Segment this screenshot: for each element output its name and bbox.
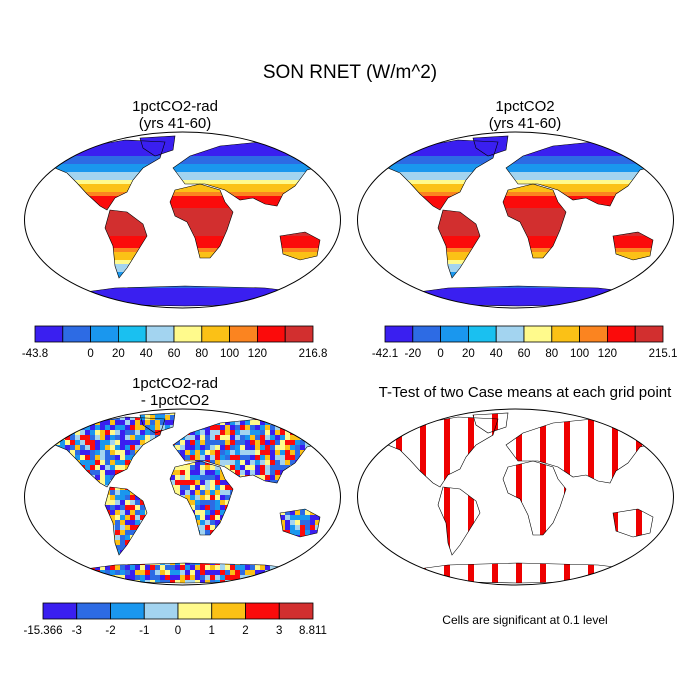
colorbar-tick-label: 40: [140, 348, 153, 360]
colorbar-tick-label: 0: [175, 625, 181, 637]
colorbar-tick-label: 60: [168, 348, 181, 360]
colorbar-swatch: [523, 325, 553, 343]
colorbar-swatch: [201, 325, 231, 343]
colorbar-swatch: [245, 602, 280, 620]
colorbar-swatch: [256, 325, 286, 343]
colorbar-swatch: [145, 325, 175, 343]
colorbar-swatch: [579, 325, 608, 343]
colorbar-tick-label: -15.366: [23, 625, 62, 637]
colorbar-tick-label: 216.8: [299, 348, 328, 360]
colorbar-tick-label: 20: [462, 348, 475, 360]
colorbar-swatch: [34, 325, 64, 343]
panel-4-title: T-Test of two Case means at each grid po…: [378, 384, 672, 401]
colorbar-3: -15.366 -3 -2 -1 0 1 2 3 8.811: [23, 602, 327, 637]
panel-2-title-line1: 1pctCO2: [495, 98, 555, 115]
colorbar-tick-label: 60: [518, 348, 531, 360]
colorbar-tick-label: 80: [545, 348, 558, 360]
colorbar-swatch: [42, 602, 78, 620]
colorbar-swatch: [551, 325, 581, 343]
colorbar-1: -43.8 0 20 40 60 80 100 120 216.8: [22, 325, 328, 360]
map-panel-1: [23, 131, 342, 309]
colorbar-swatch: [62, 325, 91, 343]
colorbar-swatch: [229, 325, 258, 343]
colorbar-swatch: [143, 602, 179, 620]
colorbar-tick-label: -42.1: [372, 348, 398, 360]
colorbar-tick-label: 3: [276, 625, 282, 637]
colorbar-tick-label: 1: [209, 625, 215, 637]
colorbar-tick-label: -43.8: [22, 348, 48, 360]
figure-title: SON RNET (W/m^2): [262, 62, 438, 83]
colorbar-swatch: [284, 325, 314, 343]
panel-2-title: 1pctCO2 (yrs 41-60): [375, 98, 675, 132]
colorbar-swatch: [211, 602, 246, 620]
map-panel-2: [356, 131, 675, 309]
colorbar-tick-label: 100: [220, 348, 239, 360]
panel-1-title: 1pctCO2-rad (yrs 41-60): [25, 98, 325, 132]
map-panel-3: [23, 408, 342, 586]
colorbar-2: -42.1 -20 0 20 40 60 80 100 120 215.1: [372, 325, 678, 360]
colorbar-tick-label: 0: [87, 348, 93, 360]
colorbar-tick-label: -3: [72, 625, 82, 637]
colorbar-swatch: [177, 602, 213, 620]
colorbar-swatch: [173, 325, 203, 343]
colorbar-swatch: [278, 602, 314, 620]
significance-note: Cells are significant at 0.1 level: [442, 613, 608, 627]
colorbar-tick-label: 2: [242, 625, 248, 637]
colorbar-tick-label: 80: [195, 348, 208, 360]
colorbar-tick-label: -2: [105, 625, 115, 637]
panel-3-title: 1pctCO2-rad - 1pctCO2: [25, 375, 325, 409]
panel-3-title-line1: 1pctCO2-rad: [132, 375, 218, 392]
colorbar-swatch: [90, 325, 119, 343]
colorbar-tick-label: -1: [139, 625, 149, 637]
colorbar-tick-label: 100: [570, 348, 589, 360]
panel-2-title-line2: (yrs 41-60): [488, 115, 562, 132]
colorbar-tick-label: 120: [598, 348, 617, 360]
colorbar-swatch: [110, 602, 145, 620]
colorbar-tick-label: 40: [490, 348, 503, 360]
panel-1-title-line2: (yrs 41-60): [138, 115, 212, 132]
colorbar-swatch: [634, 325, 664, 343]
colorbar-tick-label: -20: [404, 348, 421, 360]
colorbar-swatch: [384, 325, 414, 343]
colorbar-swatch: [440, 325, 469, 343]
colorbar-tick-label: 20: [112, 348, 125, 360]
colorbar-swatch: [495, 325, 525, 343]
colorbar-swatch: [76, 602, 111, 620]
colorbar-tick-label: 8.811: [299, 625, 327, 637]
colorbar-swatch: [412, 325, 441, 343]
panel-3-title-line2: - 1pctCO2: [140, 392, 210, 409]
panel-1-title-line1: 1pctCO2-rad: [132, 98, 218, 115]
colorbar-tick-label: 215.1: [649, 348, 678, 360]
colorbar-swatch: [606, 325, 636, 343]
map-panel-4: [356, 408, 675, 586]
colorbar-swatch: [468, 325, 497, 343]
colorbar-swatch: [118, 325, 147, 343]
colorbar-tick-label: 120: [248, 348, 267, 360]
colorbar-tick-label: 0: [437, 348, 443, 360]
